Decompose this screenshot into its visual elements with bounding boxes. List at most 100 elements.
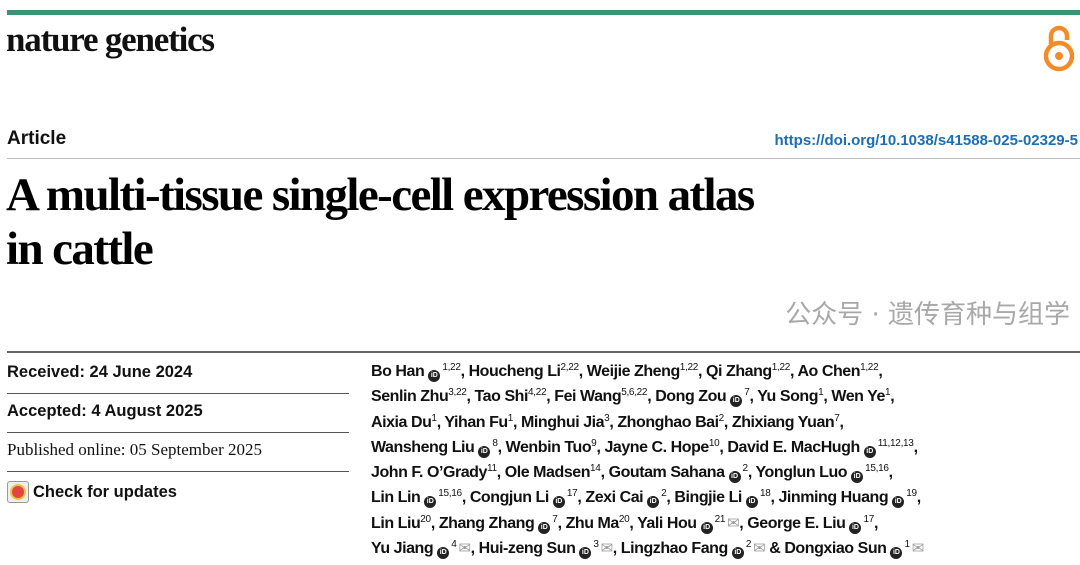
orcid-icon[interactable]: iD [731,547,744,560]
author[interactable]: Dong Zou iD7 [655,388,750,408]
author[interactable]: Minghui Jia3 [521,413,610,431]
affiliation-superscript: 1 [904,539,910,551]
affiliation-superscript: 15,16 [438,488,462,500]
author-name: Wansheng Liu [371,438,475,456]
author[interactable]: Ao Chen1,22 [797,362,879,381]
orcid-icon[interactable]: iD [849,521,862,534]
author[interactable]: Yihan Fu1 [444,413,513,431]
author-name: John F. O’Grady [371,464,487,482]
orcid-icon[interactable]: iD [892,496,905,509]
author[interactable]: Tao Shi4,22 [474,387,547,406]
author[interactable]: Zhixiang Yuan7 [731,413,840,431]
affiliation-superscript: 10 [708,437,720,449]
author-name: David E. MacHugh [727,438,860,456]
author[interactable]: Weijie Zheng1,22 [587,362,699,381]
orcid-icon[interactable]: iD [552,496,565,509]
author[interactable]: Lingzhao Fang iD2 ✉ [621,540,766,560]
orcid-icon[interactable]: iD [700,521,713,534]
author[interactable]: Wen Ye1 [831,388,890,406]
affiliation-superscript: 1 [818,387,824,399]
affiliation-superscript: 19 [906,488,917,500]
envelope-icon[interactable]: ✉ [727,514,740,532]
affiliation-superscript: 1,22 [679,362,699,373]
author[interactable]: Zhonghao Bai2 [617,413,724,431]
envelope-icon[interactable]: ✉ [600,540,614,558]
author-name: Zexi Cai [585,489,644,507]
orcid-icon[interactable]: iD [579,547,592,560]
affiliation-superscript: 20 [618,513,630,525]
accepted-date: Accepted: 4 August 2025 [7,394,349,433]
author[interactable]: Yali Hou iD21 ✉ [637,513,740,534]
author[interactable]: David E. MacHugh iD11,12,13 [727,438,914,458]
envelope-icon[interactable]: ✉ [911,540,925,558]
orcid-icon[interactable]: iD [538,521,551,534]
author[interactable]: Yu Jiang iD4 ✉ [371,539,471,560]
author-name: Goutam Sahana [608,464,725,482]
author[interactable]: Zhang Zhang iD7 [439,514,558,534]
author[interactable]: Jinming Huang iD19 [778,488,917,509]
orcid-icon[interactable]: iD [863,445,876,458]
author[interactable]: Aixia Du1 [371,413,437,431]
affiliation-superscript: 4,22 [528,387,547,399]
author[interactable]: Wansheng Liu iD8 [371,438,498,458]
orcid-icon[interactable]: iD [424,496,437,509]
affiliation-superscript: 5,6,22 [621,387,648,399]
affiliation-superscript: 4 [451,539,457,551]
affiliation-superscript: 3 [593,539,599,551]
author[interactable]: Dongxiao Sun iD1 ✉ [784,539,924,560]
orcid-icon[interactable]: iD [730,395,743,408]
affiliation-superscript: 11 [486,463,497,475]
author-name: Lin Liu [371,514,421,532]
orcid-icon[interactable]: iD [745,496,758,509]
author-name: Qi Zhang [706,363,772,380]
author[interactable]: Zexi Cai iD2 [585,488,667,509]
author-name: Jayne C. Hope [604,438,709,456]
author[interactable]: Yu Song1 [757,387,824,406]
envelope-icon[interactable]: ✉ [753,540,766,558]
author[interactable]: Lin Lin iD15,16 [371,488,462,509]
doi-link[interactable]: https://doi.org/10.1038/s41588-025-02329… [774,132,1079,149]
author-name: Tao Shi [474,388,529,406]
orcid-icon[interactable]: iD [478,445,491,458]
orcid-icon[interactable]: iD [890,547,903,560]
author[interactable]: Ole Madsen14 [505,464,601,482]
author[interactable]: Fei Wang5,6,22 [554,387,648,406]
author[interactable]: Yonglun Luo iD15,16 [756,463,889,484]
author[interactable]: John F. O’Grady11 [371,463,497,482]
affiliation-superscript: 15,16 [865,463,889,475]
author-name: Yali Hou [637,514,697,532]
author[interactable]: Lin Liu20 [371,514,431,532]
author[interactable]: Bo Han iD1,22 [371,363,461,382]
orcid-icon[interactable]: iD [428,370,441,382]
author[interactable]: Zhu Ma20 [566,513,630,532]
author-name: Dongxiao Sun [784,540,887,558]
author[interactable]: Senlin Zhu3,22 [371,388,467,406]
check-for-updates-button[interactable]: Check for updates [7,472,349,511]
author[interactable]: Goutam Sahana iD2 [608,463,749,484]
envelope-icon[interactable]: ✉ [458,540,471,558]
author-name: Dong Zou [655,388,727,406]
author-name: Wenbin Tuo [505,438,592,456]
affiliation-superscript: 2 [742,463,749,475]
orcid-icon[interactable]: iD [728,471,741,484]
orcid-icon[interactable]: iD [647,496,660,509]
journal-logo[interactable]: nature genetics [6,20,215,59]
author-name: Yu Jiang [371,540,434,558]
dates-panel: Received: 24 June 2024 Accepted: 4 Augus… [7,355,349,511]
affiliation-superscript: 21 [714,513,726,525]
author[interactable]: Jayne C. Hope10 [604,437,720,456]
author[interactable]: Congjun Li iD17 [470,489,578,509]
author[interactable]: Bingjie Li iD18 [674,489,771,509]
affiliation-superscript: 1,22 [860,362,879,373]
author[interactable]: George E. Liu iD17 [747,514,874,534]
author[interactable]: Wenbin Tuo9 [505,438,597,456]
article-type: Article [7,128,67,149]
author-name: Zhixiang Yuan [731,413,835,431]
author[interactable]: Houcheng Li2,22 [469,363,580,381]
orcid-icon[interactable]: iD [851,471,864,484]
author[interactable]: Qi Zhang1,22 [706,363,790,381]
orcid-icon[interactable]: iD [437,547,450,560]
author[interactable]: Hui-zeng Sun iD3 ✉ [479,539,613,560]
affiliation-superscript: 2 [661,488,667,500]
